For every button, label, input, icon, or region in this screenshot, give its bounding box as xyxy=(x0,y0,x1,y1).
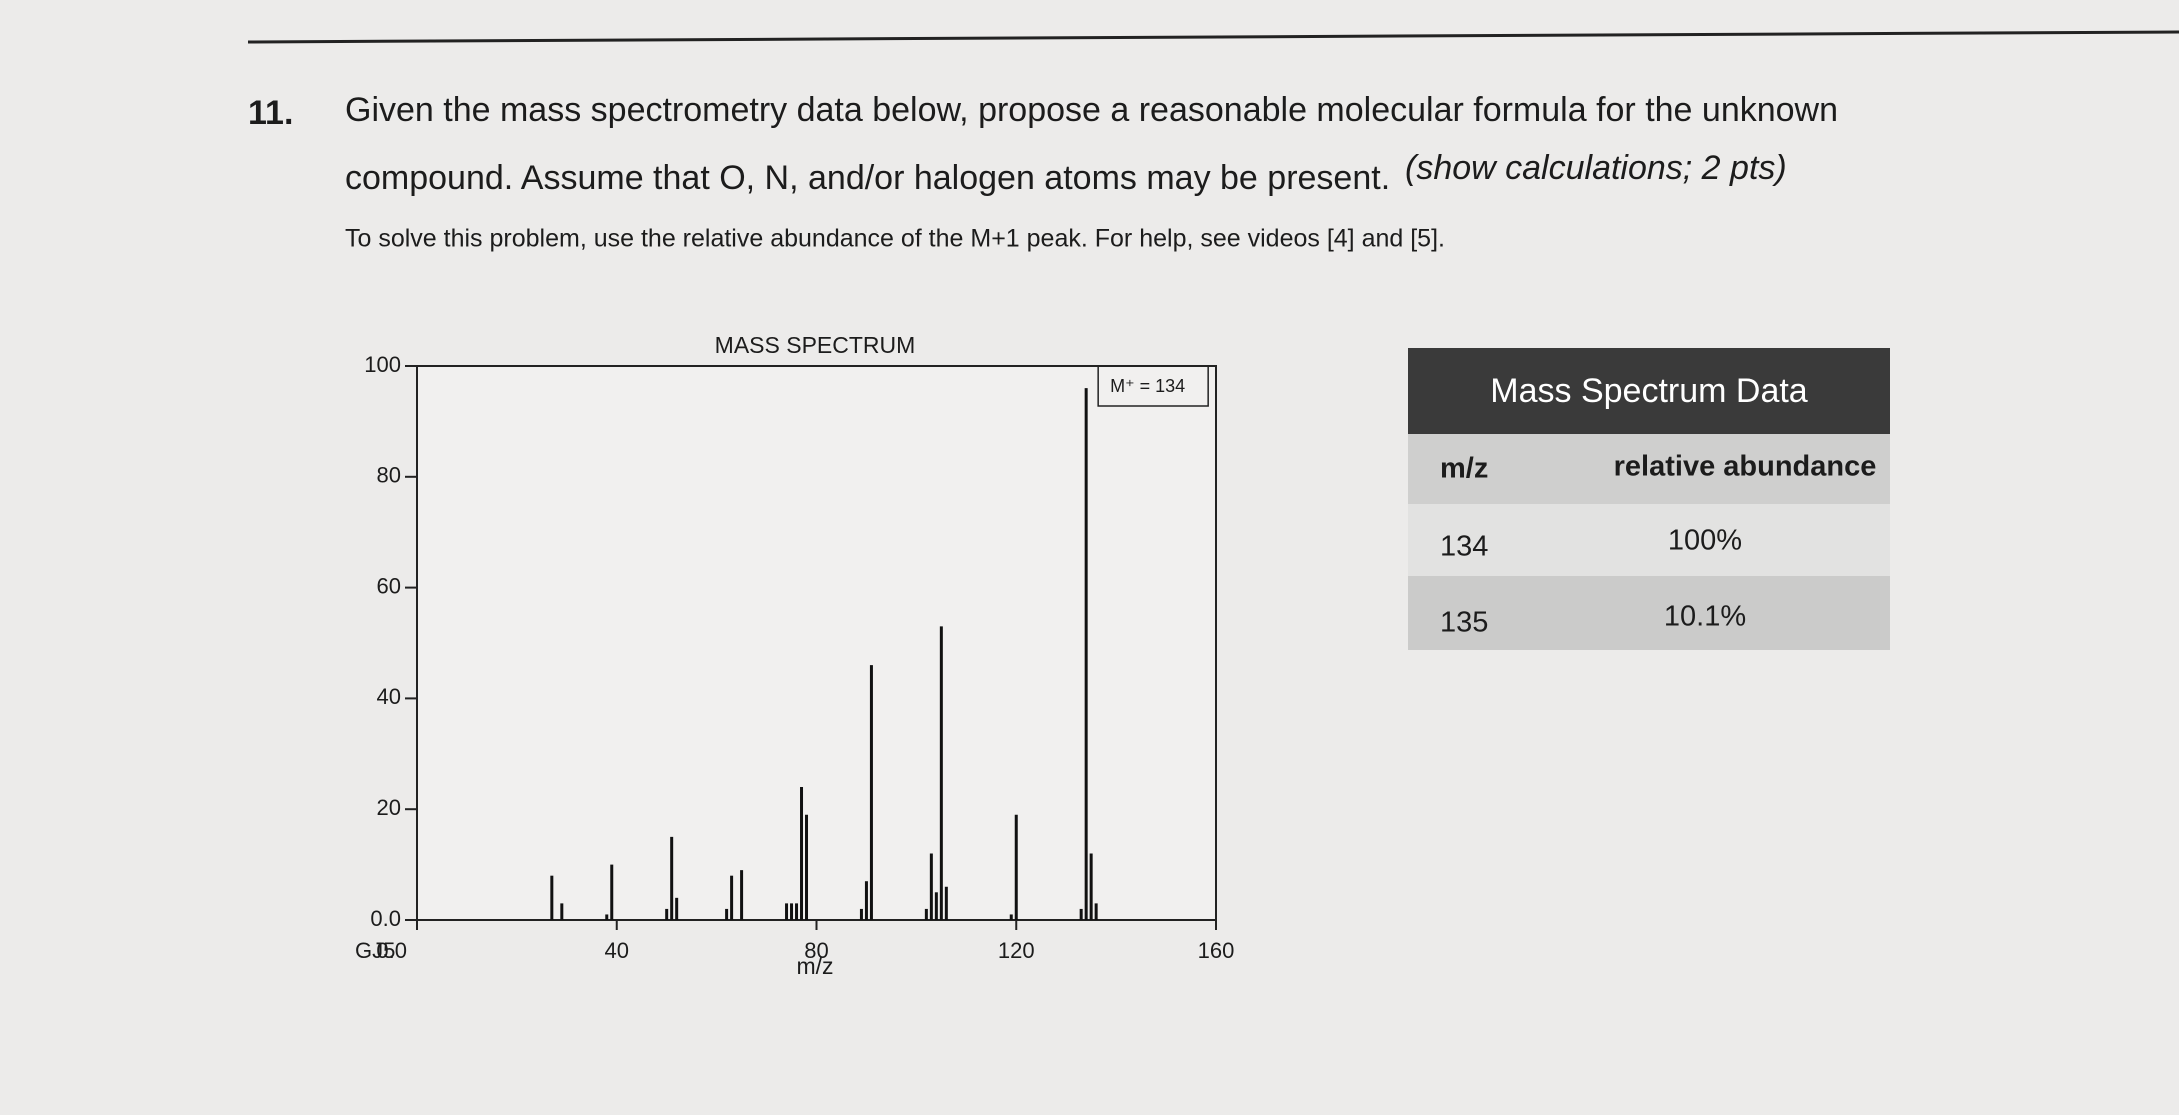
y-tick-label: 40 xyxy=(377,684,401,709)
table-cell: 100% xyxy=(1668,525,1742,557)
x-tick-label: 80 xyxy=(804,938,828,963)
plot-frame xyxy=(416,365,1217,921)
table-cell: 134 xyxy=(1440,531,1488,563)
y-tick-label: 20 xyxy=(377,795,401,820)
question-text: compound. Assume that O, N, and/or halog… xyxy=(345,159,1390,197)
top-rule xyxy=(247,30,2179,44)
table-row-band xyxy=(1408,504,1890,576)
table-header: m/z xyxy=(1440,453,1488,485)
question-text: Given the mass spectrometry data below, … xyxy=(345,91,1838,129)
table-title: Mass Spectrum Data xyxy=(1490,372,1808,410)
chart-title: MASS SPECTRUM xyxy=(715,332,916,358)
table-header: relative abundance xyxy=(1614,451,1877,483)
x-axis-label: m/z xyxy=(796,953,833,979)
annotation-box xyxy=(1097,365,1209,407)
annotation: M⁺ = 134 xyxy=(1110,376,1185,396)
x-tick-label: 40 xyxy=(605,938,629,963)
x-tick-label: 160 xyxy=(1198,938,1235,963)
question-number: 11. xyxy=(248,94,293,132)
y-tick-label: 100 xyxy=(364,352,401,377)
y-tick-label: 80 xyxy=(377,463,401,488)
y-tick-label: 0.0 xyxy=(370,906,401,931)
table-cell: 135 xyxy=(1440,607,1488,639)
question-note: (show calculations; 2 pts) xyxy=(1405,149,1787,187)
instruction: To solve this problem, use the relative … xyxy=(345,225,1445,253)
x-tick-label: 120 xyxy=(998,938,1035,963)
y-tick-label: 60 xyxy=(377,573,401,598)
chart-footnote: GJ5 xyxy=(355,938,395,963)
table-header-band xyxy=(1408,434,1890,504)
table-title-band xyxy=(1408,348,1890,434)
table-cell: 10.1% xyxy=(1664,601,1746,633)
x-tick-label: 0.0 xyxy=(376,938,407,963)
table-row-band xyxy=(1408,576,1890,650)
